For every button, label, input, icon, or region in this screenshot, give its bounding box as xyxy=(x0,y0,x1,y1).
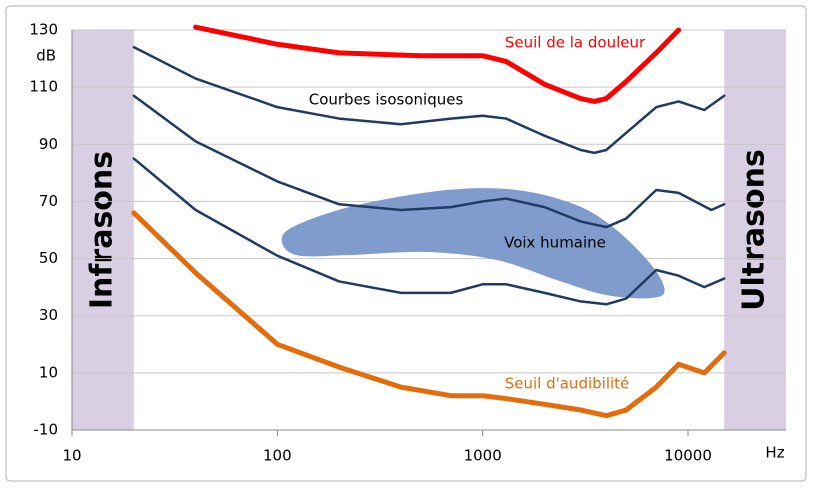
isosonic-label: Courbes isosoniques xyxy=(309,91,464,109)
y-tick-label: 90 xyxy=(39,135,58,153)
band-label: Infrasons xyxy=(84,151,119,309)
series-line xyxy=(132,45,726,155)
series-label: Seuil d'audibilité xyxy=(505,375,630,393)
x-tick-label: 100 xyxy=(263,447,292,465)
x-axis-label: Hz xyxy=(765,444,784,462)
x-tick-label: 10 xyxy=(62,447,81,465)
series-line xyxy=(132,94,726,229)
y-axis-label: dB xyxy=(36,47,56,65)
series-line xyxy=(131,210,727,419)
band-label: Ultrasons xyxy=(737,149,772,311)
y-tick-label: 50 xyxy=(39,249,58,267)
y-tick-label: 110 xyxy=(29,78,58,96)
y-tick-label: 30 xyxy=(39,306,58,324)
x-tick-label: 1000 xyxy=(464,447,502,465)
band xyxy=(724,30,786,430)
series-line xyxy=(193,24,682,104)
y-tick-label: -10 xyxy=(34,421,59,439)
y-tick-label: 130 xyxy=(29,21,58,39)
voice-label: Voix humaine xyxy=(504,234,606,252)
x-tick-label: 10000 xyxy=(664,447,712,465)
series-label: Seuil de la douleur xyxy=(505,34,646,52)
y-tick-label: 10 xyxy=(39,363,58,381)
band xyxy=(72,30,134,430)
series-line xyxy=(132,157,726,306)
y-tick-label: 70 xyxy=(39,192,58,210)
